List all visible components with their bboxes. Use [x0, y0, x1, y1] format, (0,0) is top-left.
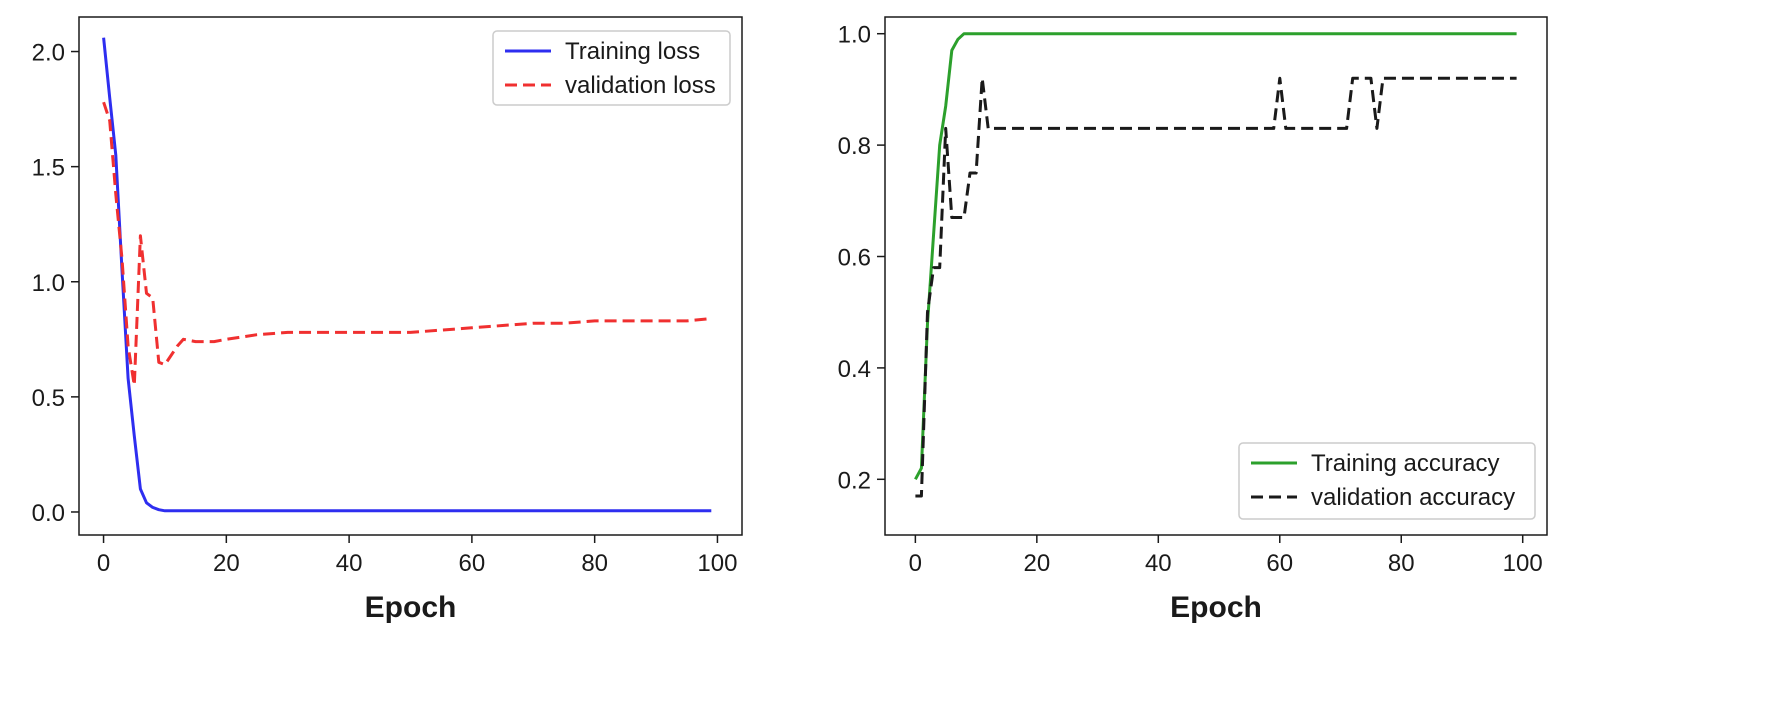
y-tick-label: 2.0: [32, 40, 65, 67]
y-tick-label: 0.4: [838, 356, 871, 383]
x-tick-label: 60: [1266, 550, 1293, 577]
x-tick-label: 20: [213, 550, 240, 577]
x-tick-label: 0: [97, 550, 110, 577]
plot-frame: [78, 16, 743, 536]
legend: Training loss validation loss: [492, 30, 731, 106]
series-line-2: [915, 76, 1517, 498]
y-tick-label: 0.0: [32, 500, 65, 527]
legend-label: validation loss: [565, 72, 716, 99]
plot-frame: [884, 16, 1548, 536]
series-line-1: [914, 32, 1517, 481]
chart-panel-2: 0 20 40 60 80 100 0.2 0.4 0.6 0.8 1.0 Epoch Training…: [838, 16, 1548, 624]
x-tick-label: 100: [1503, 550, 1543, 577]
x-tick-label: 80: [581, 550, 608, 577]
y-tick-label: 1.5: [32, 155, 65, 182]
y-tick-label: 0.5: [32, 385, 65, 412]
series-line-1: [102, 37, 712, 513]
x-tick-label: 0: [909, 550, 922, 577]
chart-panel-1: 0 20 40 60 80 100 0.0 0.5 1.0 1.5 2.0 Epoch Training…: [32, 16, 743, 624]
y-tick-label: 1.0: [838, 22, 871, 49]
x-tick-label: 40: [1145, 550, 1172, 577]
legend: Training accuracy validation accuracy: [1238, 442, 1536, 520]
x-tick-label: 20: [1023, 550, 1050, 577]
y-tick-label: 0.6: [838, 245, 871, 272]
y-tick-label: 0.8: [838, 133, 871, 160]
legend-label: validation accuracy: [1311, 484, 1515, 511]
legend-label: Training accuracy: [1311, 450, 1500, 477]
x-axis-title: Epoch: [1170, 591, 1262, 624]
x-tick-label: 60: [459, 550, 486, 577]
legend-box: [1238, 442, 1536, 520]
legend-box: [492, 30, 731, 106]
y-tick-label: 0.2: [838, 467, 871, 494]
x-tick-label: 100: [697, 550, 737, 577]
legend-label: Training loss: [565, 38, 700, 65]
series-line-2: [102, 101, 712, 387]
x-axis-title: Epoch: [365, 591, 457, 624]
y-tick-label: 1.0: [32, 270, 65, 297]
x-tick-label: 40: [336, 550, 363, 577]
x-tick-label: 80: [1388, 550, 1415, 577]
